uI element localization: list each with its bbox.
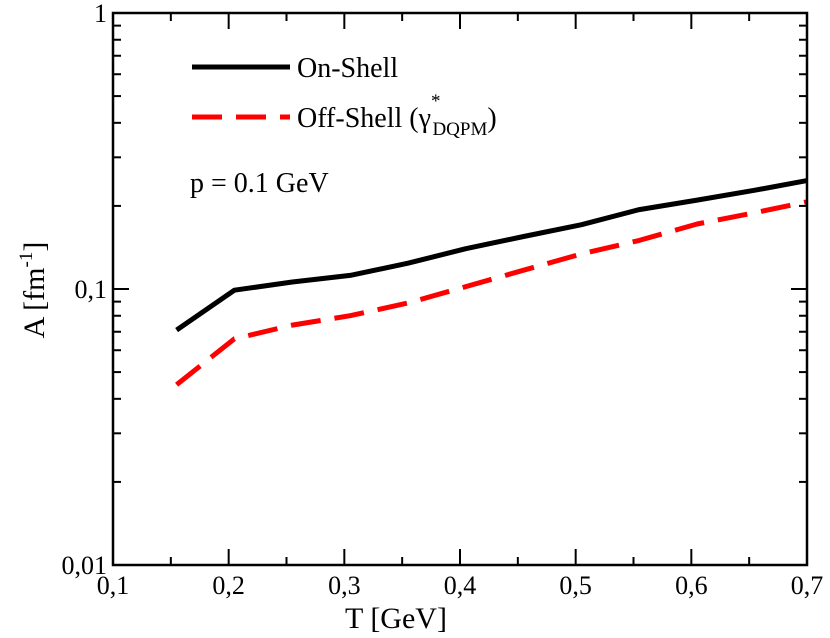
legend-label-off-shell: Off-Shell (γ* DQPM) xyxy=(297,91,497,140)
tick-labels: 0,1 0,2 0,3 0,4 0,5 0,6 0,70,010,11 xyxy=(62,0,824,600)
series-line-on-shell xyxy=(175,178,808,333)
ticks xyxy=(113,13,807,565)
x-axis-title: T [GeV] xyxy=(345,602,447,635)
y-tick-label: 0,01 xyxy=(62,551,108,580)
y-axis-title-main: A [fm xyxy=(18,268,51,339)
plot-lines xyxy=(175,178,808,387)
legend-off-shell-main: Off-Shell (γ xyxy=(297,103,431,134)
y-tick-label: 1 xyxy=(94,0,107,28)
x-tick-label: 0,3 xyxy=(328,571,361,600)
series-line-off-shell xyxy=(175,199,808,387)
x-tick-label: 0,4 xyxy=(444,571,477,600)
y-axis-title-sup: -1 xyxy=(16,252,37,268)
x-tick-label: 0,6 xyxy=(675,571,708,600)
annotation-momentum: p = 0.1 GeV xyxy=(190,168,329,199)
legend-label-on-shell: On-Shell xyxy=(297,53,398,84)
x-tick-label: 0,1 xyxy=(97,571,130,600)
plot-frame xyxy=(111,11,809,567)
y-axis-title-close: ] xyxy=(18,242,51,252)
x-tick-label: 0,7 xyxy=(791,571,824,600)
y-axis-title: A [fm-1] xyxy=(16,242,51,339)
legend-off-shell-close: ) xyxy=(487,103,496,134)
x-tick-label: 0,5 xyxy=(559,571,592,600)
x-tick-label: 0,2 xyxy=(212,571,245,600)
legend-off-shell-sup: * xyxy=(431,91,441,112)
legend: On-Shell Off-Shell (γ* DQPM) xyxy=(192,53,497,140)
legend-off-shell-sub: DQPM xyxy=(432,119,487,140)
y-tick-label: 0,1 xyxy=(75,275,108,304)
